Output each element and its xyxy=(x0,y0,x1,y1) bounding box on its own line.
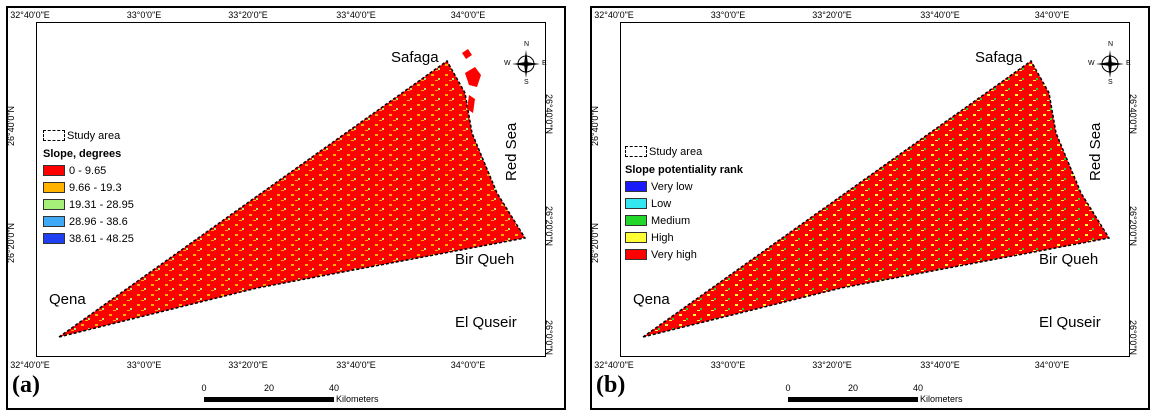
legend-swatch-2 xyxy=(43,182,65,193)
compass-e: E xyxy=(1126,60,1131,67)
top-tick-2: 33°0'0"E xyxy=(126,10,162,20)
legend-swatch-1 xyxy=(43,165,65,176)
study-area-label: Study area xyxy=(67,129,121,142)
scale-unit: Kilometers xyxy=(920,394,963,404)
bottom-tick-1: 32°40'0"E xyxy=(10,360,50,370)
map-panel-b: 32°40'0"E 33°0'0"E 33°20'0"E 33°40'0"E 3… xyxy=(590,6,1150,410)
legend-title: Slope, degrees xyxy=(43,148,122,160)
compass-n: N xyxy=(524,41,530,48)
compass-e: E xyxy=(542,60,547,67)
bottom-tick-3: 33°20'0"E xyxy=(812,360,852,370)
scale-tick-40: 40 xyxy=(328,383,340,393)
compass-rose-icon xyxy=(1096,50,1124,78)
legend-swatch-3 xyxy=(625,215,647,226)
legend-swatch-3 xyxy=(43,199,65,210)
panel-label: (b) xyxy=(596,372,626,398)
scale-bar: 0 20 40 Kilometers xyxy=(201,383,504,413)
legend-label-5: 38.61 - 48.25 xyxy=(69,232,134,245)
compass-s: S xyxy=(524,79,529,86)
scale-tick-0: 0 xyxy=(201,383,207,393)
place-label-bir-queh: Bir Queh xyxy=(455,251,515,268)
compass-n: N xyxy=(1108,41,1114,48)
study-area-map xyxy=(642,59,1111,338)
left-tick-1: 26°40'0"N xyxy=(590,105,600,146)
scale-tick-20: 20 xyxy=(263,383,275,393)
legend-swatch-4 xyxy=(43,216,65,227)
place-label-red-sea: Red Sea xyxy=(1087,122,1104,181)
map-frame: Safaga Red Sea Bir Queh Qena El Quseir N… xyxy=(620,22,1131,357)
place-label-bir-queh: Bir Queh xyxy=(1039,251,1099,268)
scale-tick-40: 40 xyxy=(912,383,924,393)
legend-swatch-2 xyxy=(625,198,647,209)
bottom-tick-1: 32°40'0"E xyxy=(594,360,634,370)
top-tick-1: 32°40'0"E xyxy=(10,10,50,20)
bottom-tick-2: 33°0'0"E xyxy=(126,360,162,370)
legend-swatch-5 xyxy=(625,249,647,260)
top-tick-3: 33°20'0"E xyxy=(812,10,852,20)
place-label-qena: Qena xyxy=(49,291,86,308)
place-label-red-sea: Red Sea xyxy=(503,122,520,181)
legend-swatch-4 xyxy=(625,232,647,243)
map-frame: Safaga Red Sea Bir Queh Qena El Quseir N… xyxy=(36,22,547,357)
top-tick-1: 32°40'0"E xyxy=(594,10,634,20)
bottom-tick-2: 33°0'0"E xyxy=(710,360,746,370)
legend-label-5: Very high xyxy=(651,248,697,261)
legend-label-4: 28.96 - 38.6 xyxy=(69,215,128,228)
panel-label: (a) xyxy=(12,372,40,398)
left-tick-2: 26°20'0"N xyxy=(590,222,600,263)
bottom-tick-4: 33°40'0"E xyxy=(920,360,960,370)
legend-title: Slope potentiality rank xyxy=(625,164,743,176)
left-tick-2: 26°20'0"N xyxy=(6,222,16,263)
compass-w: W xyxy=(1088,60,1095,67)
north-arrow: N S W E xyxy=(1088,41,1131,86)
study-area-map xyxy=(58,49,527,338)
bottom-tick-4: 33°40'0"E xyxy=(336,360,376,370)
bottom-tick-3: 33°20'0"E xyxy=(228,360,268,370)
place-label-safaga: Safaga xyxy=(975,49,1023,66)
place-label-el-quseir: El Quseir xyxy=(455,314,517,331)
map-legend: Study area Slope potentiality rank Very … xyxy=(625,143,743,263)
legend-label-3: 19.31 - 28.95 xyxy=(69,198,134,211)
map-panel-a: 32°40'0"E 33°0'0"E 33°20'0"E 33°40'0"E 3… xyxy=(6,6,566,410)
legend-swatch-1 xyxy=(625,181,647,192)
legend-label-1: Very low xyxy=(651,180,693,193)
compass-rose-icon xyxy=(512,50,540,78)
compass-s: S xyxy=(1108,79,1113,86)
top-tick-4: 33°40'0"E xyxy=(336,10,376,20)
top-tick-4: 33°40'0"E xyxy=(920,10,960,20)
legend-label-1: 0 - 9.65 xyxy=(69,164,107,177)
top-tick-3: 33°20'0"E xyxy=(228,10,268,20)
map-legend: Study area Slope, degrees 0 - 9.65 9.66 … xyxy=(43,127,134,247)
legend-label-2: 9.66 - 19.3 xyxy=(69,181,122,194)
scale-unit: Kilometers xyxy=(336,394,379,404)
top-tick-5: 34°0'0"E xyxy=(1034,10,1070,20)
study-area-label: Study area xyxy=(649,145,703,158)
top-tick-5: 34°0'0"E xyxy=(450,10,486,20)
bottom-tick-5: 34°0'0"E xyxy=(450,360,486,370)
scale-bar-graphic xyxy=(788,397,918,402)
scale-tick-20: 20 xyxy=(847,383,859,393)
scale-bar-graphic xyxy=(204,397,334,402)
legend-label-4: High xyxy=(651,231,674,244)
compass-w: W xyxy=(504,60,511,67)
scale-bar: 0 20 40 Kilometers xyxy=(785,383,1088,413)
place-label-safaga: Safaga xyxy=(391,49,439,66)
legend-label-2: Low xyxy=(651,197,672,210)
place-label-qena: Qena xyxy=(633,291,670,308)
place-label-el-quseir: El Quseir xyxy=(1039,314,1101,331)
study-area-swatch xyxy=(625,146,647,157)
study-area-swatch xyxy=(43,130,65,141)
scale-tick-0: 0 xyxy=(785,383,791,393)
bottom-tick-5: 34°0'0"E xyxy=(1034,360,1070,370)
left-tick-1: 26°40'0"N xyxy=(6,105,16,146)
legend-swatch-5 xyxy=(43,233,65,244)
north-arrow: N S W E xyxy=(504,41,547,86)
legend-label-3: Medium xyxy=(651,214,691,227)
top-tick-2: 33°0'0"E xyxy=(710,10,746,20)
